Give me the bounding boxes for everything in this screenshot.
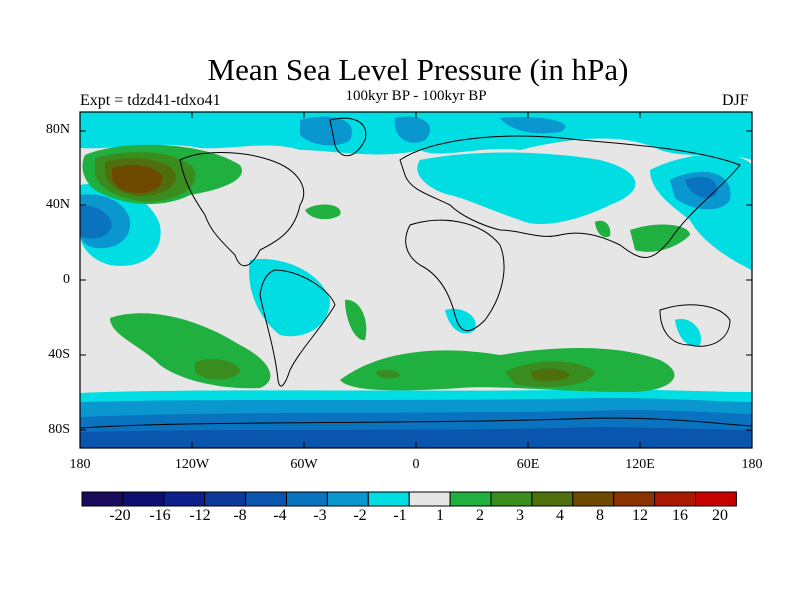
arctic-low-core-3 <box>500 116 566 134</box>
colorbar-swatch <box>204 491 247 507</box>
greenland-coast <box>329 117 367 157</box>
colorbar-swatch <box>490 491 533 507</box>
north-america-coast <box>179 152 305 267</box>
colorbar-swatch <box>654 491 696 507</box>
africa-low <box>445 308 476 334</box>
himalaya-high <box>595 220 611 238</box>
colorbar-label: -3 <box>313 507 327 524</box>
colorbar-label: 3 <box>516 507 524 524</box>
colorbar-swatch <box>122 491 165 507</box>
south-atlantic-high-core <box>375 369 400 379</box>
lon-label: 60E <box>516 457 540 472</box>
pressure-field <box>80 112 752 448</box>
colorbar-swatch <box>613 491 656 507</box>
colorbar-label: 12 <box>632 507 648 524</box>
experiment-label: Expt = tdzd41-tdxo41 <box>80 92 221 109</box>
eurasia-coast <box>399 135 741 258</box>
lon-label: 0 <box>412 457 420 472</box>
antarctica-coast <box>80 417 752 429</box>
colorbar-swatch <box>245 491 288 507</box>
south-america-coast <box>259 269 336 387</box>
alaska-high-core <box>112 164 163 194</box>
south-pacific-high-core <box>195 359 240 380</box>
south-america-low <box>249 259 330 337</box>
colorbar-swatch <box>572 491 615 507</box>
colorbar-swatch <box>695 491 737 507</box>
lat-label: 80N <box>45 122 70 137</box>
eurasia-low-region <box>417 152 636 225</box>
map-subtitle: 100kyr BP - 100kyr BP <box>345 88 487 104</box>
colorbar-label: -2 <box>353 507 367 524</box>
lon-label: 60W <box>290 457 318 472</box>
colorbar-swatch <box>408 491 451 507</box>
lon-label: 120W <box>174 457 210 472</box>
colorbar-swatch <box>449 491 492 507</box>
colorbar-label: 2 <box>476 507 484 524</box>
colorbar-label: -20 <box>109 507 131 524</box>
colorbar-label: -8 <box>233 507 247 524</box>
colorbar-swatch <box>326 491 369 507</box>
colorbar-label: 8 <box>596 507 604 524</box>
arctic-low-core-2 <box>394 116 431 143</box>
lon-label: 180 <box>69 457 91 472</box>
colorbar-swatch <box>531 491 574 507</box>
colorbar-label: 1 <box>436 507 444 524</box>
map-title: Mean Sea Level Pressure (in hPa) <box>207 52 629 87</box>
lat-label: 40N <box>45 197 70 212</box>
colorbar-swatch <box>81 491 124 507</box>
south-atlantic-high <box>345 299 367 341</box>
australia-coast <box>659 304 731 347</box>
colorbar-swatch <box>367 491 410 507</box>
colorbar-label: -12 <box>189 507 211 524</box>
southern-ocean-band-4 <box>80 427 752 448</box>
axis-ticks <box>80 112 752 448</box>
colorbar <box>81 491 737 507</box>
lon-label: 180 <box>741 457 763 472</box>
east-asia-high <box>630 224 690 252</box>
australia-low <box>675 319 701 347</box>
lat-label: 80S <box>48 422 70 437</box>
south-indian-high <box>340 348 675 392</box>
arctic-low-core-1 <box>300 116 352 146</box>
season-label: DJF <box>722 92 749 109</box>
south-indian-high-core <box>530 368 570 382</box>
colorbar-swatch <box>286 491 328 507</box>
lat-label: 40S <box>48 347 70 362</box>
colorbar-label: 4 <box>556 507 564 524</box>
pacific-low-core <box>80 205 112 239</box>
colorbar-label: -4 <box>273 507 287 524</box>
colorbar-label: -16 <box>149 507 171 524</box>
lon-label: 120E <box>625 457 655 472</box>
nw-pacific-low-core <box>685 176 718 198</box>
colorbar-swatch <box>163 491 206 507</box>
colorbar-label: -1 <box>393 507 407 524</box>
north-atlantic-high <box>305 204 341 220</box>
africa-coast <box>405 219 505 332</box>
colorbar-label: 20 <box>712 507 728 524</box>
lat-label: 0 <box>63 272 70 287</box>
colorbar-label: 16 <box>672 507 688 524</box>
coastlines <box>80 117 752 429</box>
